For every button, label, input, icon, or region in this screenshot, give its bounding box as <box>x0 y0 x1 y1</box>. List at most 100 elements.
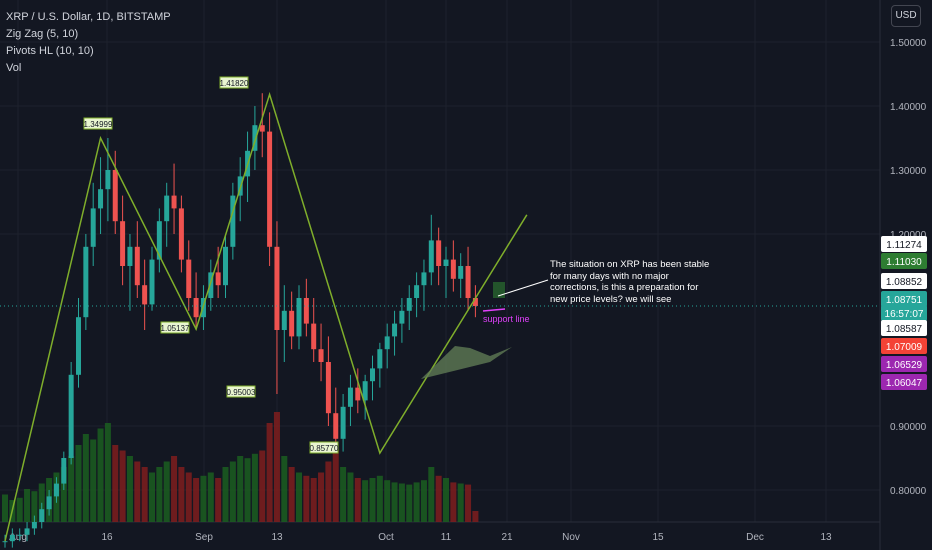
x-tick-label: 11 <box>441 532 452 543</box>
candle-body <box>39 509 45 522</box>
y-tick-label: 1.30000 <box>890 166 927 177</box>
volume-bar <box>2 494 8 522</box>
volume-bar <box>104 423 111 522</box>
pivot-label: 1.05137 <box>160 321 190 334</box>
volume-bar <box>376 475 383 522</box>
volume-bar <box>391 482 398 522</box>
volume-bar <box>472 511 479 522</box>
price-scale-label-text: 1.06529 <box>886 360 923 371</box>
pivot-label-box <box>226 385 256 398</box>
x-tick-label: Oct <box>378 532 394 543</box>
price-scale-label-text: 1.11274 <box>886 240 922 251</box>
volume-bar <box>457 483 464 522</box>
candle-body <box>333 413 339 439</box>
volume-bar <box>340 467 347 522</box>
pivot-label-box <box>83 117 113 130</box>
price-scale-label-text: 1.08587 <box>886 324 923 335</box>
volume-bar <box>75 445 82 522</box>
volume-bar <box>369 478 376 522</box>
indicator-volume[interactable]: Vol <box>6 62 22 74</box>
volume-bar <box>310 478 317 522</box>
symbol-title[interactable]: XRP / U.S. Dollar, 1D, BITSTAMP <box>6 11 171 23</box>
candle-body <box>46 496 52 510</box>
candle-body <box>142 285 148 305</box>
indicator-pivots[interactable]: Pivots HL (10, 10) <box>6 45 94 57</box>
volume-bar <box>149 472 155 522</box>
candle-body <box>134 246 140 286</box>
x-tick-label: Dec <box>746 532 764 543</box>
volume-bar <box>185 472 192 522</box>
price-scale-label-box <box>881 374 927 390</box>
candle-body <box>156 221 162 260</box>
pivot-label: 1.34999 <box>83 117 113 130</box>
candle-body <box>193 298 199 318</box>
volume-bar <box>266 423 273 522</box>
volume-bar <box>60 467 67 522</box>
candle-body <box>458 266 464 279</box>
price-scale-label: 1.11030 <box>881 253 927 269</box>
candle-body <box>215 272 221 286</box>
volume-bar <box>281 456 288 522</box>
volume-bar <box>251 453 258 522</box>
pivot-label-text: 1.41820 <box>220 79 249 88</box>
volume-bar <box>229 461 236 522</box>
pivot-label-box <box>160 321 190 334</box>
y-tick-label: 1.20000 <box>890 230 927 241</box>
x-tick-label: Sep <box>195 532 213 543</box>
price-scale-label-text: 1.08751 <box>886 295 923 306</box>
indicator-zigzag[interactable]: Zig Zag (5, 10) <box>6 28 79 40</box>
volume-bar <box>428 467 435 522</box>
candle-body <box>406 298 412 311</box>
candle-body <box>347 387 353 407</box>
volume-bar <box>347 472 354 522</box>
pivot-label: 0.95003 <box>226 385 256 398</box>
price-scale-label-box <box>881 338 927 354</box>
candle-body <box>296 298 302 337</box>
volume-bar <box>413 482 420 522</box>
candle-body <box>421 272 427 286</box>
pivot-label-text: 1.05137 <box>161 324 190 333</box>
candle-body <box>362 381 368 401</box>
candle-body <box>31 522 37 529</box>
volume-bar <box>68 456 75 522</box>
candle-body <box>17 534 23 536</box>
x-tick-label: 13 <box>820 532 832 543</box>
x-tick-label: 15 <box>652 532 664 543</box>
candle-body <box>178 208 184 260</box>
volume-bar <box>318 472 325 522</box>
y-tick-label: 0.80000 <box>890 486 927 497</box>
annotation-note[interactable]: The situation on XRP has been stable for… <box>550 259 710 305</box>
candle-body <box>53 483 59 497</box>
candle-body <box>384 336 390 350</box>
price-scale-label-box <box>881 291 927 307</box>
candle-body <box>274 246 280 330</box>
pivot-label-box <box>219 76 249 89</box>
candle-body <box>392 323 398 337</box>
volume-bar <box>200 475 207 522</box>
volume-bar <box>420 480 427 522</box>
pivot-label-text: 1.34999 <box>84 120 113 129</box>
currency-button[interactable]: USD <box>891 5 921 27</box>
candle-body <box>223 246 228 286</box>
x-tick-label: Nov <box>562 532 580 543</box>
price-scale-label-box <box>881 273 927 289</box>
x-tick-label: Aug <box>9 532 27 543</box>
volume-bar <box>163 461 170 522</box>
support-label: support line <box>483 314 530 324</box>
candle-body <box>83 246 89 318</box>
price-scale-label-box <box>881 356 927 372</box>
price-scale-label: 1.06529 <box>881 356 927 372</box>
candle-body <box>120 221 126 266</box>
candle-body <box>171 195 177 209</box>
volume-bar <box>141 467 148 522</box>
candle-body <box>164 195 170 222</box>
volume-bar <box>193 478 200 522</box>
candle-body <box>311 323 317 350</box>
candle-body <box>267 131 273 247</box>
support-line <box>482 308 506 312</box>
volume-bar <box>296 472 302 522</box>
candle-body <box>208 272 214 298</box>
price-scale-label-box <box>881 305 927 321</box>
candle-body <box>76 317 81 375</box>
